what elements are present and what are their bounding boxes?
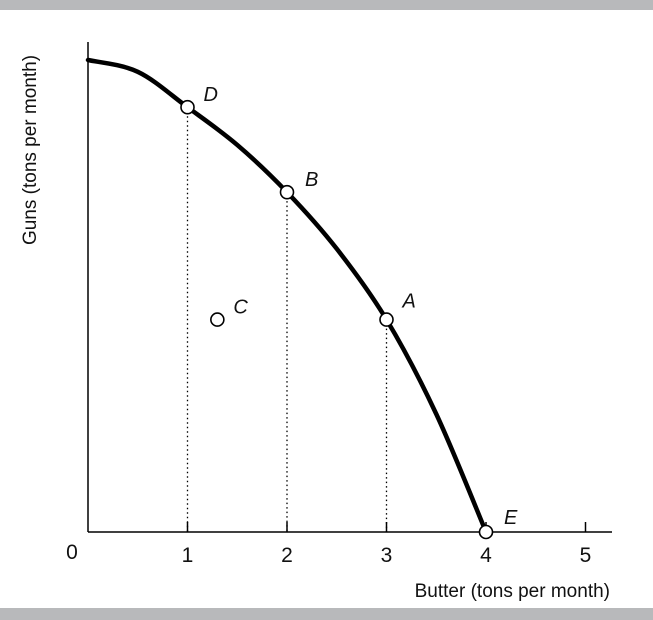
points: D B A E C bbox=[180, 84, 518, 540]
point-e bbox=[478, 524, 494, 540]
point-label-c: C bbox=[233, 297, 248, 319]
bottom-band bbox=[0, 608, 653, 620]
point-label-b: B bbox=[305, 169, 318, 191]
point-a bbox=[379, 312, 394, 327]
x-ticks: 1 2 3 4 5 bbox=[182, 522, 592, 567]
point-label-d: D bbox=[204, 84, 218, 106]
point-b bbox=[279, 184, 295, 200]
origin-label: 0 bbox=[66, 541, 78, 564]
point-d bbox=[180, 99, 195, 115]
drop-lines bbox=[186, 107, 388, 532]
point-label-e: E bbox=[504, 507, 518, 529]
x-tick-label-5: 5 bbox=[580, 544, 592, 567]
top-band bbox=[0, 0, 653, 10]
y-axis-title: Guns (tons per month) bbox=[20, 55, 41, 245]
point-label-a: A bbox=[402, 291, 416, 313]
x-axis-title: Butter (tons per month) bbox=[415, 581, 610, 602]
point-c bbox=[210, 312, 225, 327]
ppf-curve bbox=[85, 57, 489, 535]
x-tick-label-3: 3 bbox=[381, 544, 393, 567]
x-tick-label-4: 4 bbox=[480, 544, 492, 567]
x-tick-label-2: 2 bbox=[281, 544, 293, 567]
x-tick-label-1: 1 bbox=[182, 544, 194, 567]
